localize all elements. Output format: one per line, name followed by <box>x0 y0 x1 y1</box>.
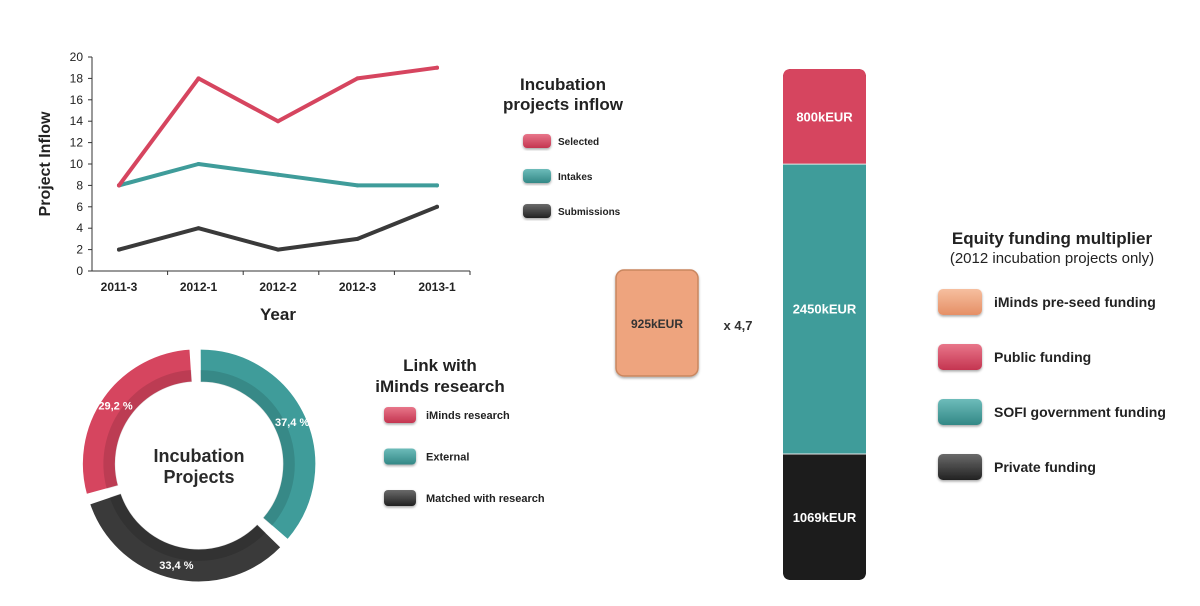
text-line: iMinds research <box>375 377 504 396</box>
y-tick-label: 8 <box>76 178 83 192</box>
y-tick-label: 0 <box>76 264 83 278</box>
donut-slice-inner-shade <box>109 493 266 561</box>
funding-chart-legend: iMinds pre-seed funding Public funding SOF… <box>938 289 1166 480</box>
line-chart-series <box>117 65 439 252</box>
donut-slice-group: 29,2 % <box>81 348 193 496</box>
legend-label: External <box>426 452 469 464</box>
data-point-intakes <box>435 183 439 188</box>
x-tick-label: 2013-1 <box>418 280 456 294</box>
y-tick-label: 10 <box>70 157 84 171</box>
data-point-selected <box>435 65 439 70</box>
legend-swatch-submissions <box>523 204 551 218</box>
donut-slice-selected <box>81 348 193 496</box>
funding-chart-subtitle: (2012 incubation projects only) <box>950 250 1154 267</box>
legend-swatch <box>938 289 982 315</box>
preseed-bar <box>615 269 699 377</box>
donut-slice-label: 37,4 % <box>275 417 309 429</box>
legend-swatch-submissions <box>384 490 416 506</box>
line-chart-ticks: 0 2 4 6 8 10 12 14 16 18 20 2011-3 2012-1 2012-2 2012-… <box>70 50 471 294</box>
x-tick-label: 2011-3 <box>101 280 138 294</box>
legend-swatch-intakes <box>523 169 551 183</box>
donut-chart-legend: iMinds research External Matched with rese… <box>384 407 545 506</box>
stacked-segment <box>783 69 866 164</box>
legend-label: Private funding <box>994 459 1096 475</box>
x-tick-label: 2012-3 <box>339 280 377 294</box>
text-line: Incubation <box>154 446 245 466</box>
legend-label: Public funding <box>994 349 1091 365</box>
donut-chart-title: Link with iMinds research <box>375 356 504 396</box>
funding-bars: 1069kEUR 2450kEUR 800kEUR 925kEUR <box>615 69 866 580</box>
legend-label: iMinds research <box>426 410 510 422</box>
funding-chart-title: Equity funding multiplier <box>952 229 1153 248</box>
text-line: Link with <box>403 356 477 375</box>
donut-slice-inner-shade <box>200 370 295 526</box>
y-tick-label: 16 <box>70 93 84 107</box>
segment-label: 1069kEUR <box>793 510 857 525</box>
legend-label-selected: Selected <box>558 137 599 148</box>
preseed-bar-label: 925kEUR <box>631 317 683 331</box>
text-line: projects inflow <box>503 95 624 114</box>
donut-slices: 29,2 % 37,4 % 33,4 % <box>81 348 317 583</box>
line-chart-title: Incubation projects inflow <box>503 75 624 114</box>
y-tick-label: 6 <box>76 200 83 214</box>
donut-slice-group: 37,4 % <box>199 348 317 541</box>
data-point-selected <box>117 183 121 188</box>
data-point-submissions <box>196 226 201 231</box>
legend-swatch-selected <box>384 407 416 423</box>
legend-swatch <box>938 399 982 425</box>
line-chart-ylabel: Project Inflow <box>37 111 54 216</box>
x-tick-label: 2012-2 <box>259 280 297 294</box>
data-point-submissions <box>435 204 439 209</box>
line-chart: 0 2 4 6 8 10 12 14 16 18 20 2011-3 2012-1 2012-2 2012-… <box>37 50 624 324</box>
line-chart-legend: Selected Intakes Submissions <box>523 134 621 218</box>
stacked-segment <box>783 163 866 454</box>
donut-center-label: Incubation Projects <box>154 446 245 487</box>
data-point-selected <box>276 119 280 124</box>
legend-swatch-selected <box>523 134 551 148</box>
line-chart-xlabel: Year <box>260 305 296 324</box>
text-line: Incubation <box>520 75 606 94</box>
donut-slice-label: 29,2 % <box>98 401 132 413</box>
series-line-selected <box>117 65 439 188</box>
data-point-intakes <box>355 183 360 188</box>
x-tick-label: 2012-1 <box>180 280 218 294</box>
legend-label: iMinds pre-seed funding <box>994 294 1156 310</box>
y-tick-label: 18 <box>70 71 84 85</box>
segment-label: 800kEUR <box>796 109 853 124</box>
donut-slice-inner-shade <box>103 370 193 489</box>
y-tick-label: 12 <box>70 136 84 150</box>
text-line: Projects <box>163 467 234 487</box>
line-chart-axes <box>91 57 470 272</box>
y-tick-label: 14 <box>70 114 84 128</box>
donut-chart: 29,2 % 37,4 % 33,4 % Incubation Projects Li… <box>81 348 545 583</box>
legend-label: Matched with research <box>426 493 545 505</box>
legend-swatch <box>938 454 982 480</box>
y-tick-label: 2 <box>76 243 83 257</box>
y-tick-label: 20 <box>70 50 84 64</box>
data-point-selected <box>355 76 360 81</box>
legend-swatch <box>938 344 982 370</box>
legend-label-intakes: Intakes <box>558 172 593 183</box>
data-point-submissions <box>355 236 360 241</box>
series-line-submissions <box>117 204 439 252</box>
donut-slice-group: 33,4 % <box>89 492 282 583</box>
data-point-intakes <box>276 172 280 177</box>
donut-slice-submissions <box>89 492 282 583</box>
legend-label: SOFI government funding <box>994 404 1166 420</box>
legend-swatch-intakes <box>384 448 416 465</box>
donut-slice-label: 33,4 % <box>159 560 193 572</box>
y-tick-label: 4 <box>76 221 83 235</box>
data-point-intakes <box>196 162 201 166</box>
funding-chart: 1069kEUR 2450kEUR 800kEUR 925kEUR x 4,7 Equ… <box>615 69 1166 580</box>
multiplier-label: x 4,7 <box>724 318 753 333</box>
segment-label: 2450kEUR <box>793 302 857 317</box>
stacked-segment <box>783 453 866 580</box>
legend-label-submissions: Submissions <box>558 207 621 218</box>
data-point-submissions <box>117 247 121 252</box>
donut-slice-intakes <box>199 348 317 541</box>
data-point-submissions <box>276 247 280 252</box>
data-point-selected <box>196 76 201 81</box>
